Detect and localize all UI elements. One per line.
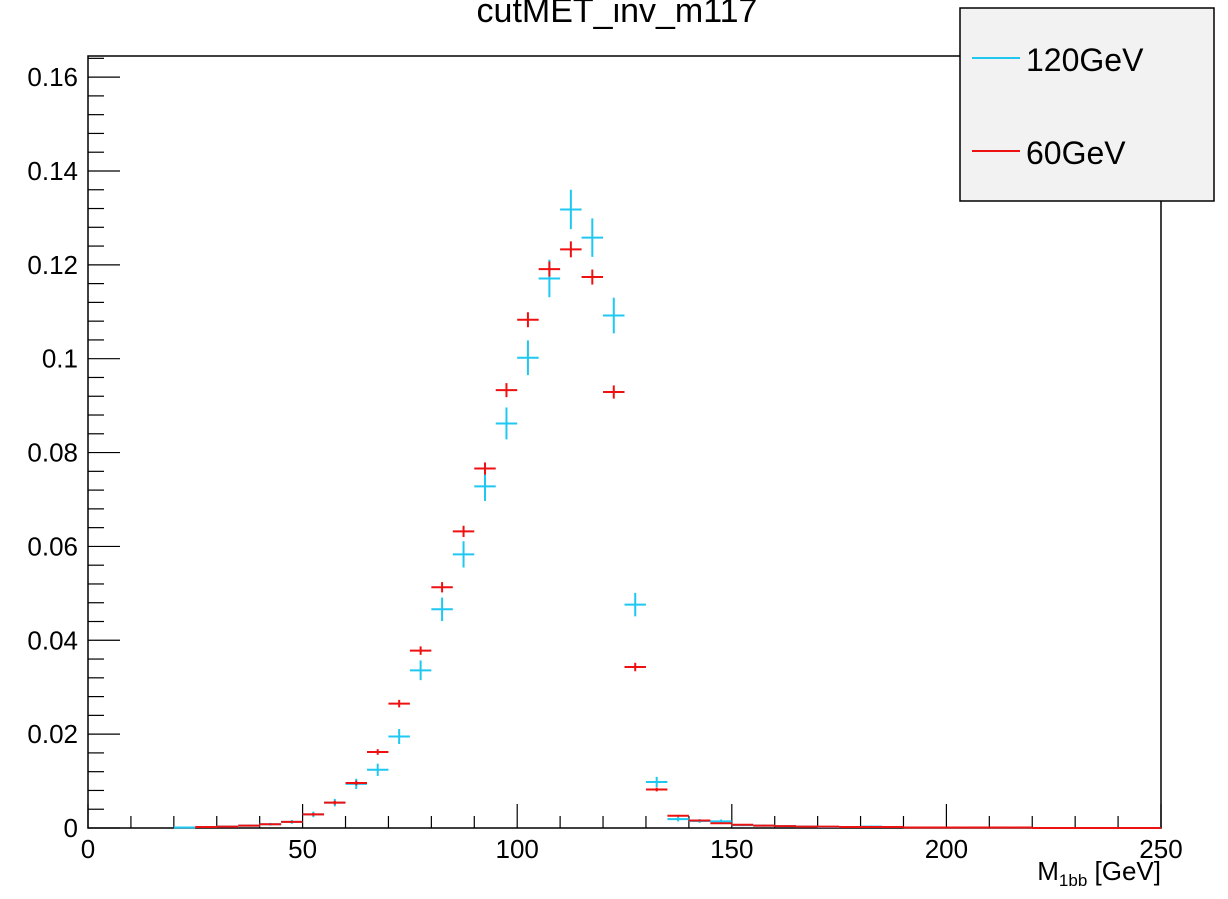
y-tick-label: 0.08 [27,438,78,468]
data-point [645,776,668,788]
x-tick-label: 200 [925,834,968,864]
data-point [645,787,668,792]
data-point [452,525,475,538]
legend-label-120gev: 120GeV [1026,42,1144,78]
x-axis: 0 50 100 150 200 250 [81,804,1183,864]
data-point [366,749,389,755]
y-tick-label: 0.16 [27,62,78,92]
data-point [495,383,518,398]
data-point [603,297,625,334]
data-point [517,340,539,376]
data-point [195,826,217,829]
x-tick-label: 0 [81,834,95,864]
data-point [860,826,883,829]
x-axis-label: M1bb [GeV] [1037,856,1161,890]
x-axis-label-unit: [GeV] [1087,856,1161,886]
data-point [345,780,367,786]
data-point [366,763,389,776]
y-tick-label: 0.14 [27,156,78,186]
series-60gev [195,241,1161,829]
data-point [173,826,196,829]
data-point [302,812,325,816]
data-point [731,823,754,826]
y-axis: 0 0.02 0.04 0.06 0.08 0.1 0.12 0.14 0.16 [27,57,120,843]
y-tick-label: 0.06 [27,531,78,561]
data-point [452,541,475,568]
data-point [688,819,711,822]
series-120gev [173,189,883,829]
data-point [474,462,496,475]
y-tick-label: 0.04 [27,625,78,655]
x-tick-label: 100 [496,834,539,864]
data-point [753,824,775,827]
legend-label-60gev: 60GeV [1026,135,1126,171]
chart-title: cutMET_inv_m117 [477,0,758,30]
data-point [495,407,518,440]
data-point [624,662,646,672]
data-point [624,592,646,617]
data-point [517,312,539,328]
data-point [538,261,561,277]
data-point [324,800,346,805]
data-point [710,822,732,825]
data-point [560,241,582,258]
x-tick-label: 250 [1139,834,1182,864]
data-point [388,699,410,708]
data-point [603,385,625,399]
data-point [409,660,432,681]
x-tick-label: 150 [710,834,753,864]
y-tick-label: 0 [64,813,78,843]
data-point [560,189,582,230]
data-point [882,826,904,829]
data-point [796,825,818,828]
legend-box [959,7,1215,202]
y-tick-label: 0.1 [42,344,78,374]
data-point [238,824,260,827]
y-tick-label: 0.12 [27,250,78,280]
data-point [774,825,797,828]
data-point [409,646,432,655]
x-axis-label-main: M [1037,856,1059,886]
legend: 120GeV 60GeV [959,7,1215,202]
data-point [839,826,861,829]
data-point [581,218,604,257]
x-tick-label: 50 [288,834,317,864]
data-point [581,269,604,285]
series-layer [173,189,1161,829]
plot-frame [87,55,1162,829]
data-point [667,816,689,822]
x-axis-label-sub: 1bb [1059,871,1087,890]
data-point [667,814,689,817]
data-point [474,471,496,501]
data-point [431,597,453,622]
data-point [216,825,239,828]
data-point [431,582,453,593]
data-point [281,820,303,823]
data-point [259,823,282,826]
data-point [388,728,410,744]
y-tick-label: 0.02 [27,719,78,749]
data-point [817,825,840,828]
